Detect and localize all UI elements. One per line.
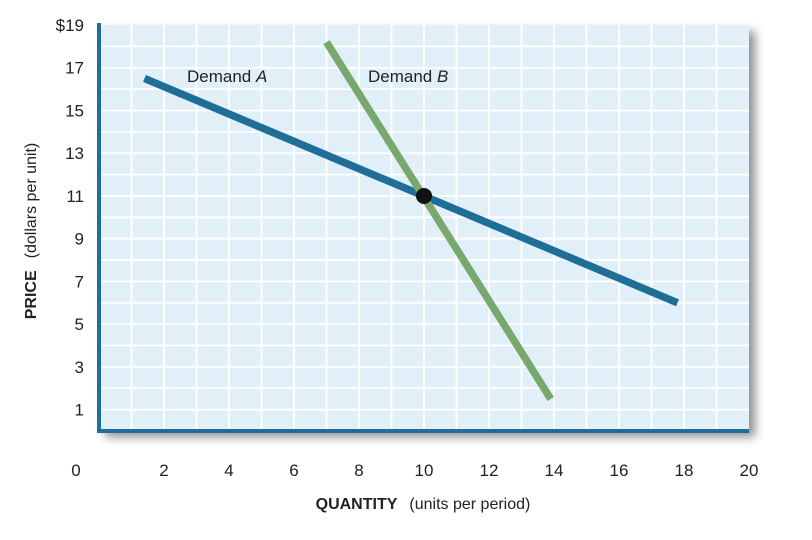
x-tick-label: 0 (71, 461, 80, 480)
x-tick-label: 12 (480, 461, 499, 480)
x-tick-label: 18 (675, 461, 694, 480)
x-tick-label: 6 (289, 461, 298, 480)
demand-label-prefix: Demand (368, 67, 437, 86)
y-tick-label: 5 (75, 315, 84, 334)
y-tick-label: 9 (75, 230, 84, 249)
x-tick-label: 14 (545, 461, 564, 480)
demand-line-a (143, 74, 679, 307)
y-axis-title: PRICE (dollars per unit) (23, 143, 40, 320)
axes (97, 23, 749, 433)
x-tick-label: 16 (610, 461, 629, 480)
grid-lines (99, 25, 749, 431)
y-tick-label: 1 (75, 401, 84, 420)
y-tick-label: 13 (65, 144, 84, 163)
x-axis-title-main: QUANTITY (316, 496, 398, 513)
demand-line-b (323, 40, 554, 401)
y-tick-label: 17 (65, 59, 84, 78)
x-tick-label: 2 (159, 461, 168, 480)
demand-label-b: Demand B (368, 67, 448, 86)
demand-label-letter: B (437, 67, 448, 86)
y-tick-label: 3 (75, 358, 84, 377)
demand-label-a: Demand A (187, 67, 267, 86)
demand-label-prefix: Demand (187, 67, 256, 86)
demand-label-letter: A (255, 67, 267, 86)
x-tick-label: 8 (354, 461, 363, 480)
demand-lines (143, 40, 679, 401)
x-axis-title-sub: (units per period) (409, 496, 530, 513)
y-tick-label: 11 (66, 187, 84, 206)
x-axis-title: QUANTITY (units per period) (316, 496, 531, 513)
x-tick-label: 4 (224, 461, 233, 480)
y-axis-title-sub: (dollars per unit) (23, 143, 40, 259)
y-axis-title-main: PRICE (23, 270, 40, 319)
y-tick-label: $19 (56, 16, 84, 35)
intersection-markers (416, 187, 432, 204)
series-labels: Demand A Demand B (187, 67, 448, 86)
y-tick-label: 7 (75, 272, 84, 291)
x-tick-label: 10 (415, 461, 434, 480)
x-tick-label: 20 (740, 461, 759, 480)
y-tick-label: 15 (65, 101, 84, 120)
intersection-point (416, 187, 432, 204)
